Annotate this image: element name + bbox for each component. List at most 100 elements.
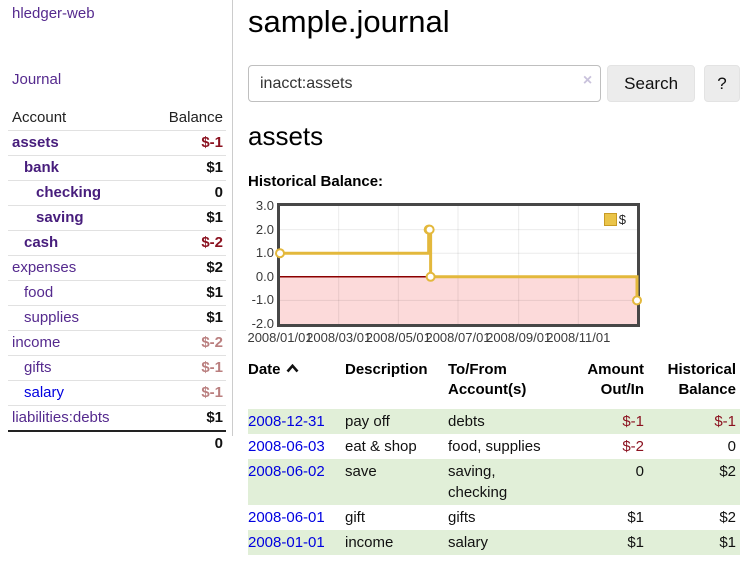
account-balance: $1 [144, 156, 226, 181]
transaction-date-link[interactable]: 2008-12-31 [248, 413, 325, 430]
transaction-amount: $-2 [560, 434, 644, 459]
transaction-row: 2008-06-02savesaving, checking0$2 [248, 459, 740, 505]
page-title: sample.journal [248, 4, 740, 40]
x-axis-tick-label: 2008/09/01 [486, 330, 551, 345]
account-balance: $-2 [144, 231, 226, 256]
account-link-income[interactable]: income [12, 334, 60, 351]
account-row: cash $-2 [8, 231, 226, 256]
transaction-row: 2008-01-01incomesalary$1$1 [248, 530, 740, 555]
transaction-date-link[interactable]: 2008-06-03 [248, 438, 325, 455]
transaction-balance: 0 [644, 434, 740, 459]
y-axis-tick-label: 1.0 [248, 246, 274, 260]
search-input[interactable] [248, 65, 601, 102]
date-column-header[interactable]: Date [248, 360, 345, 409]
legend-swatch-icon [604, 213, 617, 226]
register-table: Date Description To/FromAccount(s) Amoun… [248, 360, 740, 555]
account-link-supplies[interactable]: supplies [24, 309, 79, 326]
transaction-row: 2008-06-01 giftgifts$1$2 [248, 505, 740, 530]
account-column-header: Account [8, 106, 144, 131]
y-axis-tick-label: 2.0 [248, 223, 274, 237]
x-axis-tick-label: 2008/03/01 [306, 330, 371, 345]
y-axis-tick-label: 3.0 [248, 199, 274, 213]
transaction-balance: $1 [644, 530, 740, 555]
transaction-accounts: salary [448, 530, 560, 555]
accounts-table-header: Account Balance [8, 106, 226, 131]
account-link-salary[interactable]: salary [24, 384, 64, 401]
chart-title: Historical Balance: [248, 173, 740, 190]
account-balance: $1 [144, 306, 226, 331]
balance-column-header: HistoricalBalance [644, 360, 740, 409]
transaction-balance: $2 [644, 505, 740, 530]
balance-step-line [280, 206, 637, 324]
account-link-assets[interactable]: assets [12, 134, 59, 151]
chart-legend: $ [604, 212, 626, 227]
account-link-checking[interactable]: checking [36, 184, 101, 201]
account-row: liabilities:debts $1 [8, 406, 226, 432]
x-axis-tick-label: 2008/07/01 [425, 330, 490, 345]
transaction-description: save [345, 459, 448, 505]
account-row: salary $-1 [8, 381, 226, 406]
y-axis-tick-label: 0.0 [248, 270, 274, 284]
x-axis-tick-label: 2008/11/01 [546, 330, 610, 345]
account-link-food[interactable]: food [24, 284, 53, 301]
clear-search-icon[interactable]: × [583, 73, 592, 89]
accounts-total-row: 0 [8, 431, 226, 456]
transaction-accounts: debts [448, 409, 560, 434]
account-balance: $2 [144, 256, 226, 281]
app-title-link[interactable]: hledger-web [12, 5, 95, 22]
transaction-amount: $1 [560, 530, 644, 555]
historical-balance-chart: 3.02.01.00.0-1.0-2.0 $ 2008/01/012008/03… [248, 199, 740, 347]
transaction-balance: $-1 [644, 409, 740, 434]
account-row: expenses $2 [8, 256, 226, 281]
account-link-liabilities-debts[interactable]: liabilities:debts [12, 409, 110, 426]
transaction-accounts: saving, checking [448, 459, 560, 505]
transaction-description: pay off [345, 409, 448, 434]
account-row: supplies $1 [8, 306, 226, 331]
main-content: sample.journal × Search ? assets Histori… [248, 0, 740, 555]
transaction-row: 2008-06-03eat & shopfood, supplies$-20 [248, 434, 740, 459]
transaction-amount: $-1 [560, 409, 644, 434]
register-header-row: Date Description To/FromAccount(s) Amoun… [248, 360, 740, 409]
account-row: gifts $-1 [8, 356, 226, 381]
account-balance: $-1 [144, 356, 226, 381]
transaction-row: 2008-12-31pay offdebts$-1$-1 [248, 409, 740, 434]
account-balance: $-2 [144, 331, 226, 356]
sort-ascending-icon [286, 364, 299, 373]
account-balance: $1 [144, 206, 226, 231]
accounts-table: Account Balance assets $-1 bank $1 checking 0… [8, 106, 226, 456]
description-column-header: Description [345, 360, 448, 409]
transaction-date-link[interactable]: 2008-06-02 [248, 463, 325, 480]
transaction-amount: 0 [560, 459, 644, 505]
transaction-description: gift [345, 505, 448, 530]
account-balance: $-1 [144, 381, 226, 406]
help-button[interactable]: ? [704, 65, 740, 102]
sidebar-item-journal[interactable]: Journal [12, 71, 61, 88]
transaction-date-link[interactable]: 2008-06-01 [248, 509, 325, 526]
y-axis-tick-label: -2.0 [248, 317, 274, 331]
transaction-amount: $1 [560, 505, 644, 530]
account-balance: 0 [144, 181, 226, 206]
x-axis-tick-label: 2008/01/01 [247, 330, 312, 345]
account-row: income $-2 [8, 331, 226, 356]
account-link-cash[interactable]: cash [24, 234, 58, 251]
account-row: bank $1 [8, 156, 226, 181]
amount-column-header: AmountOut/In [560, 360, 644, 409]
account-balance: $1 [144, 281, 226, 306]
account-balance: $1 [144, 406, 226, 432]
account-row: checking 0 [8, 181, 226, 206]
search-button[interactable]: Search [607, 65, 695, 102]
x-axis-tick-label: 2008/05/01 [366, 330, 431, 345]
accounts-total-balance: 0 [144, 431, 226, 456]
transaction-accounts: gifts [448, 505, 560, 530]
account-row: assets $-1 [8, 131, 226, 156]
transaction-description: eat & shop [345, 434, 448, 459]
account-heading: assets [248, 121, 740, 152]
account-link-expenses[interactable]: expenses [12, 259, 76, 276]
search-box: × [248, 65, 601, 102]
sidebar: hledger-web Journal Account Balance asse… [0, 0, 233, 436]
account-link-bank[interactable]: bank [24, 159, 59, 176]
account-balance: $-1 [144, 131, 226, 156]
transaction-date-link[interactable]: 2008-01-01 [248, 534, 325, 551]
account-link-gifts[interactable]: gifts [24, 359, 52, 376]
account-link-saving[interactable]: saving [36, 209, 84, 226]
